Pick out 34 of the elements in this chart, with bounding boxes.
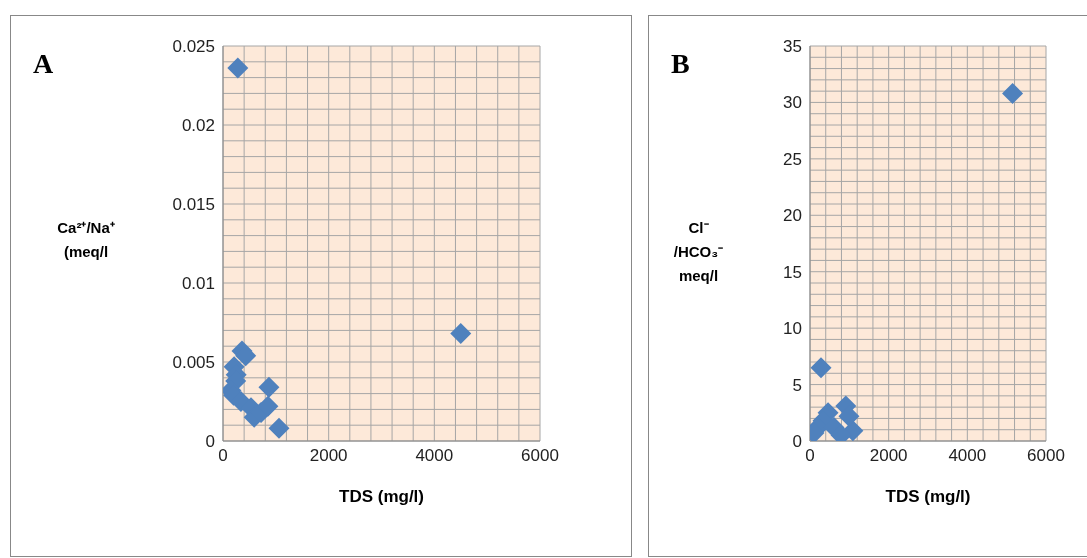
y-axis-title: Ca²⁺/Na⁺ (meq/l <box>56 218 116 262</box>
point <box>258 376 280 398</box>
point <box>810 357 832 379</box>
y-tick-label: 35 <box>783 37 802 57</box>
y-tick-label: 0.005 <box>172 353 215 373</box>
x-tick-label: 6000 <box>521 446 559 466</box>
point <box>450 323 472 345</box>
x-axis-title: TDS (mg/l) <box>338 487 425 507</box>
y-tick-label: 0.02 <box>181 116 215 136</box>
y-tick-label: 0 <box>205 432 215 452</box>
y-tick-label: 20 <box>783 206 802 226</box>
y-tick-label: 0.015 <box>172 195 215 215</box>
y-axis-title: Cl⁻ /HCO₃⁻ meq/l <box>672 218 725 286</box>
y-tick-label: 30 <box>783 93 802 113</box>
y-tick-label: 0 <box>792 432 802 452</box>
y-tick-label: 15 <box>783 262 802 282</box>
point <box>268 417 290 439</box>
x-tick-label: 0 <box>218 446 228 466</box>
y-tick-label: 0.025 <box>172 37 215 57</box>
x-tick-label: 6000 <box>1027 446 1065 466</box>
y-tick-label: 0.01 <box>181 274 215 294</box>
chart-title: A <box>33 48 54 80</box>
x-axis-title: TDS (mg/l) <box>884 487 972 507</box>
y-tick-label: 25 <box>783 149 802 169</box>
x-tick-label: 4000 <box>948 446 987 466</box>
x-tick-label: 2000 <box>309 446 348 466</box>
point <box>1002 82 1024 104</box>
x-tick-label: 2000 <box>869 446 908 466</box>
y-tick-label: 5 <box>792 375 802 395</box>
point <box>227 57 249 79</box>
x-tick-label: 4000 <box>415 446 454 466</box>
y-tick-label: 10 <box>783 319 802 339</box>
x-tick-label: 0 <box>805 446 815 466</box>
chart-title: B <box>671 48 690 80</box>
